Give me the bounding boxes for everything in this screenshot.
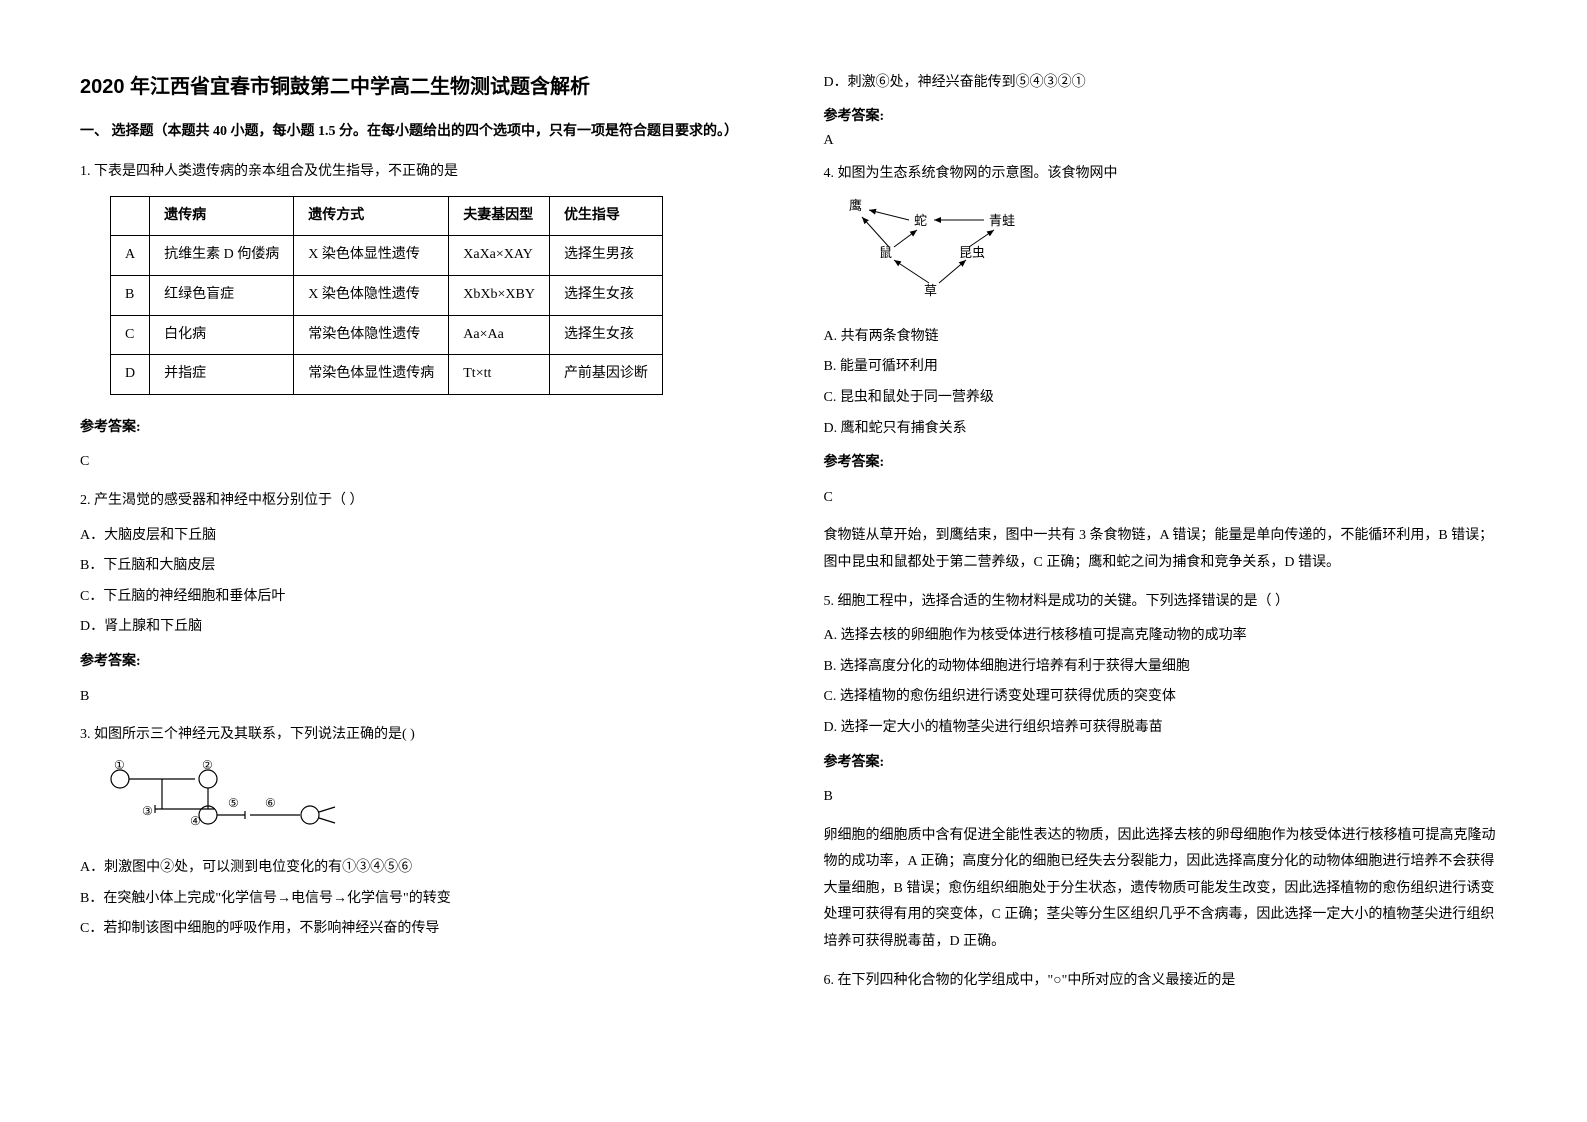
- td: B: [111, 275, 150, 315]
- td: 常染色体显性遗传病: [294, 355, 449, 395]
- question-2: 2. 产生渴觉的感受器和神经中枢分别位于（ ） A．大脑皮层和下丘脑 B．下丘脑…: [80, 488, 764, 710]
- q2-text: 2. 产生渴觉的感受器和神经中枢分别位于（ ）: [80, 488, 764, 515]
- td: 抗维生素 D 佝偻病: [150, 236, 294, 276]
- q4-text: 4. 如图为生态系统食物网的示意图。该食物网中: [824, 161, 1508, 188]
- option: B．下丘脑和大脑皮层: [80, 553, 764, 580]
- question-5: 5. 细胞工程中，选择合适的生物材料是成功的关键。下列选择错误的是（ ） A. …: [824, 589, 1508, 956]
- th: 遗传病: [150, 196, 294, 236]
- answer-value: B: [80, 684, 764, 711]
- neuron-label: ③: [142, 804, 153, 818]
- question-1: 1. 下表是四种人类遗传病的亲本组合及优生指导，不正确的是 遗传病 遗传方式 夫…: [80, 159, 764, 476]
- td: 选择生女孩: [549, 315, 662, 355]
- fw-label: 青蛙: [989, 213, 1015, 228]
- table-row: A 抗维生素 D 佝偻病 X 染色体显性遗传 XaXa×XAY 选择生男孩: [111, 236, 663, 276]
- answer-label: 参考答案:: [824, 750, 1508, 777]
- fw-label: 昆虫: [959, 245, 985, 260]
- td: X 染色体显性遗传: [294, 236, 449, 276]
- answer-label: 参考答案:: [824, 450, 1508, 477]
- answer-value: B: [824, 784, 1508, 811]
- q6-text: 6. 在下列四种化合物的化学组成中，"○"中所对应的含义最接近的是: [824, 968, 1508, 995]
- table-row: C 白化病 常染色体隐性遗传 Aa×Aa 选择生女孩: [111, 315, 663, 355]
- option: C. 昆虫和鼠处于同一营养级: [824, 385, 1508, 412]
- answer-value: A: [824, 133, 1508, 149]
- option: C．若抑制该图中细胞的呼吸作用，不影响神经兴奋的传导: [80, 916, 764, 943]
- answer-value: C: [824, 485, 1508, 512]
- option: D. 选择一定大小的植物茎尖进行组织培养可获得脱毒苗: [824, 715, 1508, 742]
- answer-value: C: [80, 449, 764, 476]
- right-column: D．刺激⑥处，神经兴奋能传到⑤④③②① 参考答案: A 4. 如图为生态系统食物…: [824, 70, 1508, 1002]
- th: 夫妻基因型: [449, 196, 550, 236]
- td: X 染色体隐性遗传: [294, 275, 449, 315]
- fw-label: 鹰: [849, 198, 862, 213]
- td: A: [111, 236, 150, 276]
- question-3: 3. 如图所示三个神经元及其联系，下列说法正确的是( ) ① ② ③ ④ ⑤: [80, 722, 764, 943]
- td: XaXa×XAY: [449, 236, 550, 276]
- table-row: 遗传病 遗传方式 夫妻基因型 优生指导: [111, 196, 663, 236]
- option: A. 选择去核的卵细胞作为核受体进行核移植可提高克隆动物的成功率: [824, 623, 1508, 650]
- q1-text: 1. 下表是四种人类遗传病的亲本组合及优生指导，不正确的是: [80, 159, 764, 186]
- option: D．肾上腺和下丘脑: [80, 614, 764, 641]
- neuron-label: ①: [114, 758, 125, 772]
- neuron-label: ④: [190, 814, 201, 828]
- th: [111, 196, 150, 236]
- neuron-diagram: ① ② ③ ④ ⑤ ⑥: [100, 757, 764, 848]
- fw-label: 鼠: [879, 245, 892, 260]
- th: 优生指导: [549, 196, 662, 236]
- option: A. 共有两条食物链: [824, 324, 1508, 351]
- td: 常染色体隐性遗传: [294, 315, 449, 355]
- q3-text: 3. 如图所示三个神经元及其联系，下列说法正确的是( ): [80, 722, 764, 749]
- question-6: 6. 在下列四种化合物的化学组成中，"○"中所对应的含义最接近的是: [824, 968, 1508, 995]
- answer-label: 参考答案:: [824, 105, 1508, 125]
- neuron-label: ②: [202, 758, 213, 772]
- td: C: [111, 315, 150, 355]
- td: Aa×Aa: [449, 315, 550, 355]
- foodweb-diagram: 鹰 蛇 青蛙 鼠 昆虫 草: [844, 195, 1508, 316]
- td: 白化病: [150, 315, 294, 355]
- td: 红绿色盲症: [150, 275, 294, 315]
- option: A．刺激图中②处，可以测到电位变化的有①③④⑤⑥: [80, 855, 764, 882]
- option: B．在突触小体上完成"化学信号→电信号→化学信号"的转变: [80, 886, 764, 913]
- option: C．下丘脑的神经细胞和垂体后叶: [80, 584, 764, 611]
- left-column: 2020 年江西省宜春市铜鼓第二中学高二生物测试题含解析 一、 选择题（本题共 …: [80, 70, 764, 1002]
- option: B. 能量可循环利用: [824, 354, 1508, 381]
- option: A．大脑皮层和下丘脑: [80, 523, 764, 550]
- table-row: B 红绿色盲症 X 染色体隐性遗传 XbXb×XBY 选择生女孩: [111, 275, 663, 315]
- fw-label: 草: [924, 283, 937, 298]
- td: XbXb×XBY: [449, 275, 550, 315]
- q5-text: 5. 细胞工程中，选择合适的生物材料是成功的关键。下列选择错误的是（ ）: [824, 589, 1508, 616]
- answer-label: 参考答案:: [80, 415, 764, 442]
- question-4: 4. 如图为生态系统食物网的示意图。该食物网中 鹰 蛇 青蛙 鼠 昆虫 草 A.…: [824, 161, 1508, 577]
- td: D: [111, 355, 150, 395]
- q4-explanation: 食物链从草开始，到鹰结束，图中一共有 3 条食物链，A 错误；能量是单向传递的，…: [824, 523, 1508, 576]
- fw-label: 蛇: [914, 213, 927, 228]
- section-instruction: 一、 选择题（本题共 40 小题，每小题 1.5 分。在每小题给出的四个选项中，…: [80, 119, 764, 144]
- td: 并指症: [150, 355, 294, 395]
- table-row: D 并指症 常染色体显性遗传病 Tt×tt 产前基因诊断: [111, 355, 663, 395]
- page-title: 2020 年江西省宜春市铜鼓第二中学高二生物测试题含解析: [80, 70, 764, 99]
- td: Tt×tt: [449, 355, 550, 395]
- option: C. 选择植物的愈伤组织进行诱变处理可获得优质的突变体: [824, 684, 1508, 711]
- th: 遗传方式: [294, 196, 449, 236]
- option: B. 选择高度分化的动物体细胞进行培养有利于获得大量细胞: [824, 654, 1508, 681]
- td: 选择生女孩: [549, 275, 662, 315]
- neuron-label: ⑤: [228, 796, 239, 810]
- q5-explanation: 卵细胞的细胞质中含有促进全能性表达的物质，因此选择去核的卵母细胞作为核受体进行核…: [824, 823, 1508, 956]
- td: 选择生男孩: [549, 236, 662, 276]
- neuron-label: ⑥: [265, 796, 276, 810]
- td: 产前基因诊断: [549, 355, 662, 395]
- answer-label: 参考答案:: [80, 649, 764, 676]
- option: D．刺激⑥处，神经兴奋能传到⑤④③②①: [824, 70, 1508, 97]
- q1-table: 遗传病 遗传方式 夫妻基因型 优生指导 A 抗维生素 D 佝偻病 X 染色体显性…: [110, 196, 663, 395]
- option: D. 鹰和蛇只有捕食关系: [824, 416, 1508, 443]
